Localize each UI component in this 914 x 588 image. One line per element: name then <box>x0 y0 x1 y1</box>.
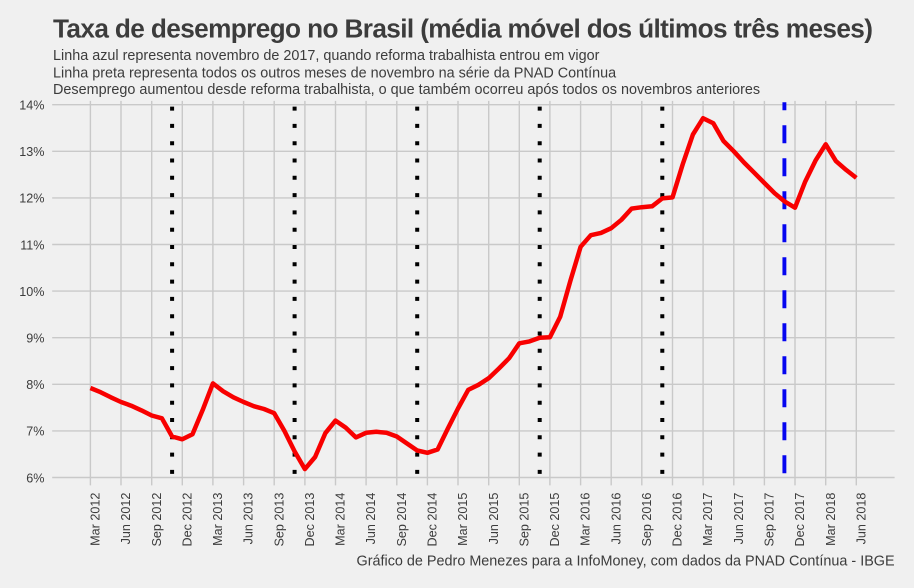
svg-text:Dec 2015: Dec 2015 <box>548 493 562 547</box>
svg-text:Mar 2012: Mar 2012 <box>89 493 103 546</box>
svg-text:14%: 14% <box>19 99 44 113</box>
svg-text:Sep 2017: Sep 2017 <box>763 493 777 547</box>
svg-text:Mar 2017: Mar 2017 <box>701 493 715 546</box>
svg-text:10%: 10% <box>19 285 44 299</box>
svg-text:Jun 2013: Jun 2013 <box>242 493 256 545</box>
svg-text:Gráfico de Pedro Menezes para: Gráfico de Pedro Menezes para a InfoMone… <box>357 554 895 570</box>
svg-text:Jun 2018: Jun 2018 <box>854 493 868 545</box>
svg-text:Mar 2014: Mar 2014 <box>334 493 348 546</box>
svg-text:Mar 2018: Mar 2018 <box>824 493 838 546</box>
svg-text:Linha preta representa todos o: Linha preta representa todos os outros m… <box>53 66 616 82</box>
svg-text:11%: 11% <box>20 238 44 252</box>
svg-text:Taxa de desemprego no Brasil (: Taxa de desemprego no Brasil (média móve… <box>53 14 872 44</box>
svg-text:Dec 2017: Dec 2017 <box>793 493 807 547</box>
svg-text:Dec 2013: Dec 2013 <box>303 493 317 547</box>
svg-text:13%: 13% <box>19 145 44 159</box>
svg-text:12%: 12% <box>19 192 44 206</box>
svg-text:Desemprego aumentou desde refo: Desemprego aumentou desde reforma trabal… <box>53 82 760 98</box>
svg-text:8%: 8% <box>26 378 44 392</box>
svg-text:Sep 2014: Sep 2014 <box>395 493 409 547</box>
svg-text:Sep 2012: Sep 2012 <box>150 493 164 547</box>
svg-text:Sep 2015: Sep 2015 <box>517 493 531 547</box>
svg-text:Linha azul representa novembro: Linha azul representa novembro de 2017, … <box>53 48 600 64</box>
svg-text:Jun 2016: Jun 2016 <box>609 493 623 545</box>
svg-text:Jun 2015: Jun 2015 <box>487 493 501 545</box>
svg-text:Dec 2014: Dec 2014 <box>426 493 440 547</box>
svg-text:Jun 2017: Jun 2017 <box>732 493 746 545</box>
svg-text:7%: 7% <box>26 425 44 439</box>
svg-text:Mar 2016: Mar 2016 <box>579 493 593 546</box>
svg-text:Mar 2013: Mar 2013 <box>211 493 225 546</box>
svg-text:Sep 2016: Sep 2016 <box>640 493 654 547</box>
svg-text:Dec 2016: Dec 2016 <box>671 493 685 547</box>
svg-text:Jun 2014: Jun 2014 <box>364 493 378 545</box>
svg-text:6%: 6% <box>26 471 44 485</box>
svg-text:Dec 2012: Dec 2012 <box>180 493 194 547</box>
svg-text:9%: 9% <box>26 332 44 346</box>
svg-text:Jun 2012: Jun 2012 <box>119 493 133 545</box>
svg-text:Mar 2015: Mar 2015 <box>456 493 470 546</box>
svg-text:Sep 2013: Sep 2013 <box>272 493 286 547</box>
